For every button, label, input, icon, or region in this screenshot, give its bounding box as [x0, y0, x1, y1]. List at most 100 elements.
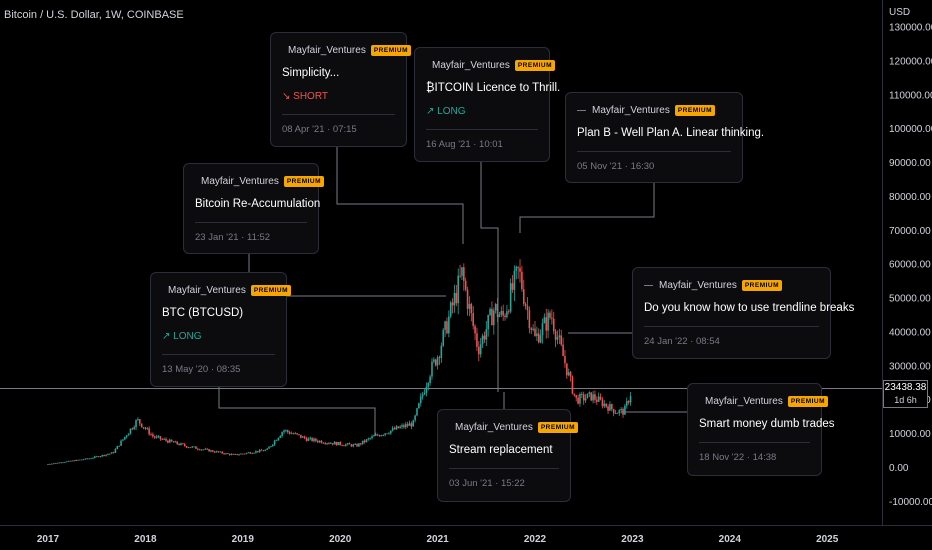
candle-body [260, 449, 263, 451]
idea-author[interactable]: Mayfair_Ventures PREMIUM [426, 58, 556, 72]
idea-author[interactable]: Mayfair_Ventures PREMIUM [699, 394, 829, 408]
card-divider [577, 151, 731, 152]
candle-body [554, 331, 557, 340]
candle-body [339, 442, 341, 445]
candle-body [318, 440, 321, 443]
candle-body [577, 397, 579, 404]
y-tick-label: 130000.00 [889, 23, 932, 34]
idea-author[interactable]: Mayfair_Ventures PREMIUM [577, 103, 731, 117]
candle-body [352, 444, 355, 447]
candle-body [530, 328, 533, 330]
y-tick-label: 40000.00 [889, 327, 931, 338]
idea-card[interactable]: Mayfair_Ventures PREMIUM Do you know how t… [632, 267, 855, 359]
candle-body [418, 403, 420, 409]
candle-body [223, 453, 225, 455]
candle-body [236, 454, 238, 455]
idea-author[interactable]: Mayfair_Ventures PREMIUM [195, 174, 325, 188]
candle-body [444, 321, 446, 330]
idea-title[interactable]: BTC (BTCUSD) [162, 307, 244, 319]
candle-body [427, 382, 430, 387]
candle-body [277, 437, 280, 441]
author-name: Mayfair_Ventures [659, 279, 737, 291]
idea-card[interactable]: Mayfair_Ventures PREMIUM Plan B - Well Pla… [565, 92, 765, 183]
candle-body [155, 436, 158, 438]
idea-card[interactable]: Mayfair_Ventures PREMIUM Smart money dumb … [687, 383, 835, 476]
idea-title[interactable]: Plan B - Well Plan A. Linear thinking. [577, 127, 765, 139]
author-name: Mayfair_Ventures [168, 284, 246, 296]
candle-body [354, 444, 356, 445]
candle-body [283, 430, 285, 433]
idea-title[interactable]: Smart money dumb trades [699, 418, 835, 430]
candle-body [232, 454, 235, 455]
candle-body [434, 359, 437, 366]
candle-body [172, 441, 175, 443]
candle-body [208, 449, 210, 452]
x-tick-label: 2024 [719, 534, 742, 545]
y-tick-label: 90000.00 [889, 158, 931, 169]
idea-card[interactable]: Mayfair_Ventures PREMIUM Simplicity... ↘ SH… [270, 32, 412, 147]
candle-body [305, 438, 308, 441]
candle-body [472, 313, 474, 326]
idea-author[interactable]: Mayfair_Ventures PREMIUM [162, 283, 292, 297]
candle-body [378, 435, 381, 437]
candle-body [620, 409, 622, 411]
idea-author[interactable]: Mayfair_Ventures PREMIUM [449, 420, 579, 434]
candle-body [330, 443, 332, 445]
candle-body [127, 433, 130, 436]
x-tick-label: 2019 [232, 534, 255, 545]
candle-body [79, 459, 81, 461]
candle-body [393, 428, 396, 430]
idea-title[interactable]: Bitcoin Re-Accumulation [195, 198, 321, 210]
candle-body [97, 456, 100, 458]
candle-body [603, 403, 606, 407]
candle-body [238, 454, 240, 456]
candle-body [307, 438, 310, 441]
candle-body [245, 452, 248, 454]
y-tick-label: 80000.00 [889, 192, 931, 203]
candle-body [258, 449, 261, 453]
candle-body [178, 443, 180, 446]
candle-body [552, 318, 555, 332]
candle-body [167, 440, 169, 443]
candle-body [137, 419, 139, 421]
idea-card[interactable]: Mayfair_Ventures PREMIUM ₿ITCOIN Licence t… [414, 47, 561, 162]
candle-body [86, 458, 89, 460]
candle-body [549, 312, 551, 318]
candle-body [153, 436, 156, 438]
candle-body [528, 310, 531, 329]
price-axis[interactable]: 130000.00 120000.00 110000.00 100000.00 9000… [889, 23, 932, 508]
candle-body [285, 430, 287, 431]
candle-body [47, 464, 49, 465]
candle-body [95, 456, 98, 458]
idea-card[interactable]: Mayfair_Ventures PREMIUM Stream replacemen… [437, 409, 579, 502]
idea-card[interactable]: Mayfair_Ventures PREMIUM Bitcoin Re-Accumu… [183, 163, 325, 254]
candle-body [193, 446, 195, 448]
author-name: Mayfair_Ventures [592, 104, 670, 116]
candle-body [182, 443, 184, 445]
author-avatar-icon [644, 284, 653, 286]
idea-title[interactable]: Simplicity... [282, 67, 340, 79]
card-divider [195, 222, 307, 223]
candle-body [84, 458, 87, 460]
candle-body [159, 436, 162, 440]
idea-author[interactable]: Mayfair_Ventures PREMIUM [282, 43, 412, 57]
idea-author[interactable]: Mayfair_Ventures PREMIUM [644, 278, 819, 292]
time-axis[interactable]: 2017 2018 2019 2020 2021 2022 2023 2024 2025 [37, 534, 839, 545]
candle-body [50, 463, 53, 465]
candle-body [507, 311, 510, 313]
candle-body [551, 317, 553, 319]
candle-body [485, 329, 488, 340]
idea-title[interactable]: Do you know how to use trendline breaks [644, 302, 855, 314]
candle-body [356, 444, 358, 447]
candle-body [249, 452, 252, 454]
candle-body [73, 460, 76, 462]
candle-body [103, 454, 105, 456]
candle-body [114, 449, 117, 453]
idea-title[interactable]: ₿ITCOIN Licence to Thrill. [426, 82, 561, 94]
candle-body [206, 448, 209, 450]
idea-card[interactable]: Mayfair_Ventures PREMIUM BTC (BTCUSD) ↗ LON… [150, 272, 292, 387]
candle-body [391, 428, 394, 431]
candle-body [584, 398, 587, 401]
candle-body [152, 434, 154, 437]
idea-title[interactable]: Stream replacement [449, 444, 553, 456]
